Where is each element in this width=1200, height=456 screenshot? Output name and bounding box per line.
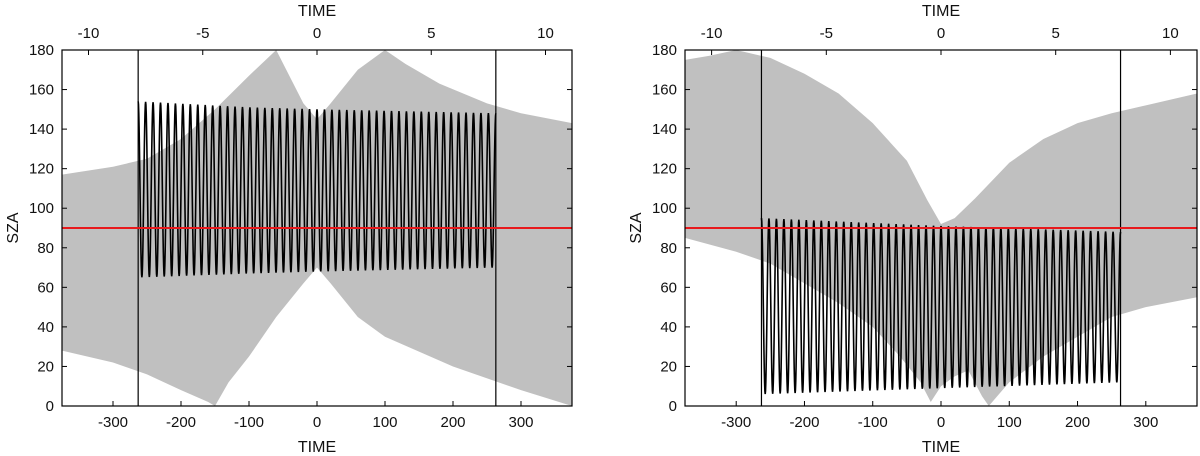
x-tick-label: 100 [997,414,1022,431]
x-tick-label: 200 [1065,414,1090,431]
x2-tick-label: -5 [820,25,833,42]
y-tick-label: 100 [29,200,54,217]
y-tick-label: 40 [660,319,677,336]
x2-axis-label: TIME [922,3,960,20]
x2-tick-label: 5 [427,25,435,42]
x-tick-label: 300 [1133,414,1158,431]
x2-tick-label: 0 [937,25,945,42]
y-tick-label: 140 [652,121,677,138]
y-tick-label: 120 [29,161,54,178]
x-axis-label: TIME [298,439,336,456]
x-tick-label: -200 [789,414,819,431]
y-tick-label: 100 [652,200,677,217]
sza-series-line [760,218,1122,395]
x-tick-label: 100 [372,414,397,431]
x2-tick-label: 0 [313,25,321,42]
x2-tick-label: 5 [1052,25,1060,42]
y-axis-label: SZA [628,212,645,243]
y-tick-label: 160 [652,82,677,99]
y-axis-label: SZA [5,212,22,243]
x-tick-label: -100 [858,414,888,431]
y-tick-label: 20 [37,358,54,375]
y-tick-label: 0 [669,398,677,415]
x-tick-label: -300 [98,414,128,431]
x-tick-label: -100 [234,414,264,431]
x2-tick-label: -10 [78,25,100,42]
x-tick-label: -200 [166,414,196,431]
y-tick-label: 60 [37,279,54,296]
x-tick-label: 0 [313,414,321,431]
sza-series-line [137,101,497,278]
x2-tick-label: 10 [1162,25,1179,42]
y-tick-label: 120 [652,161,677,178]
y-tick-label: 60 [660,279,677,296]
y-tick-label: 180 [652,42,677,59]
x-tick-label: 300 [508,414,533,431]
y-tick-label: 0 [46,398,54,415]
x-tick-label: 0 [937,414,945,431]
y-tick-label: 40 [37,319,54,336]
x2-tick-label: -10 [701,25,723,42]
x-tick-label: 200 [440,414,465,431]
plot-area [62,50,572,406]
x-tick-label: -300 [721,414,751,431]
y-tick-label: 160 [29,82,54,99]
x-axis-label: TIME [922,439,960,456]
y-tick-label: 80 [37,240,54,257]
x2-tick-label: 10 [537,25,554,42]
plot-area [685,50,1197,406]
y-tick-label: 140 [29,121,54,138]
y-tick-label: 20 [660,358,677,375]
x2-tick-label: -5 [196,25,209,42]
x2-axis-label: TIME [298,3,336,20]
y-tick-label: 180 [29,42,54,59]
y-tick-label: 80 [660,240,677,257]
